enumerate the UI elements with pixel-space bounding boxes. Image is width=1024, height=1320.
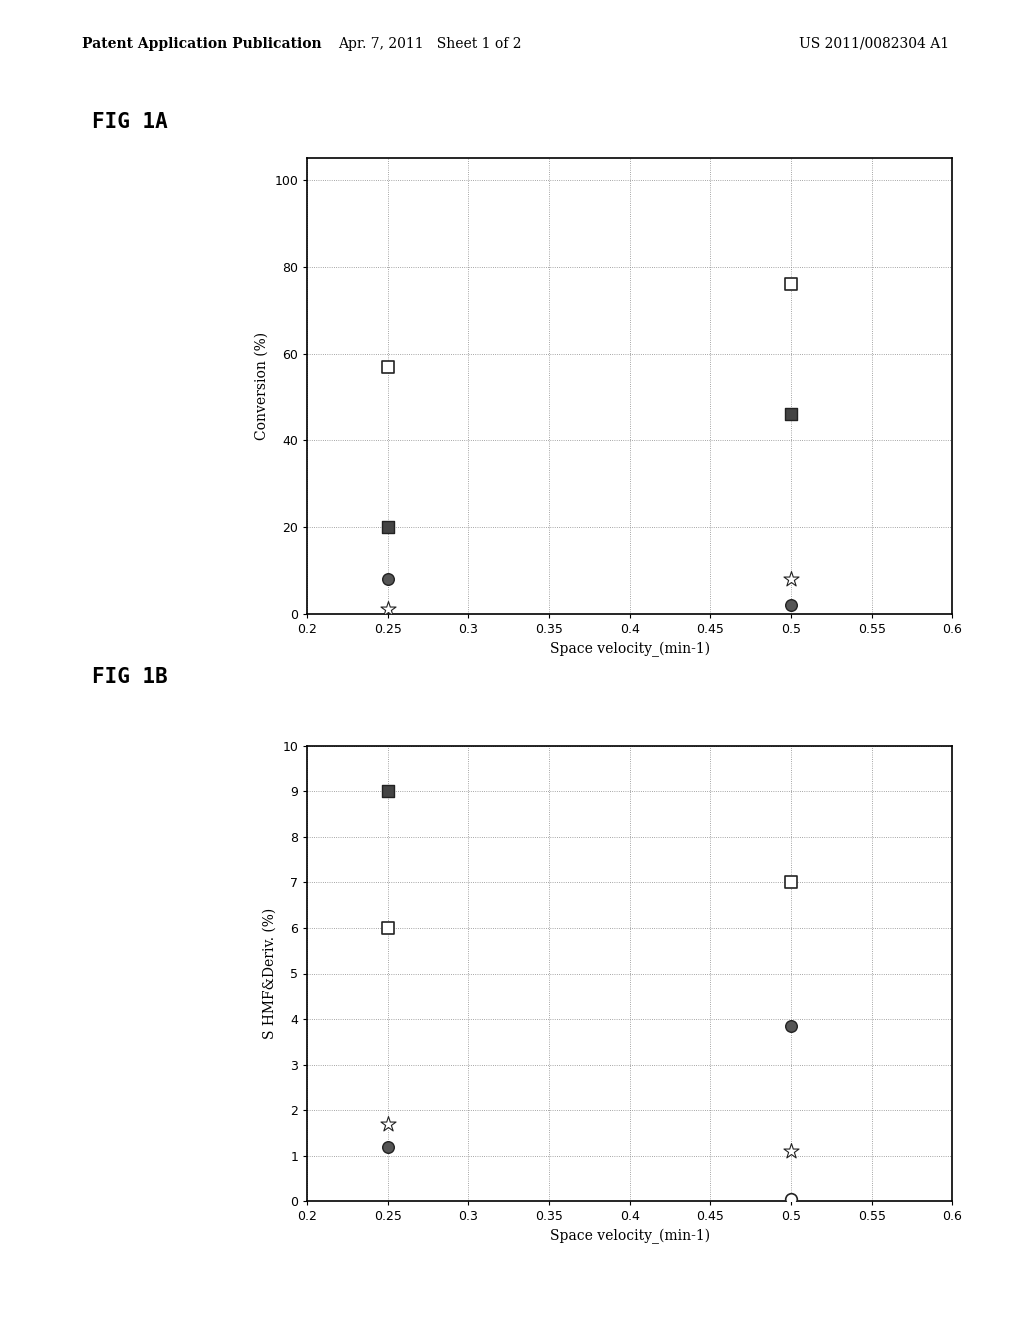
Point (380, 781, 396, 803)
Point (782, 404, 799, 425)
Text: FIG 1B: FIG 1B (92, 667, 168, 686)
Point (380, 599, 396, 620)
Y-axis label: S HMF&Deriv. (%): S HMF&Deriv. (%) (263, 908, 276, 1039)
Point (380, 516, 396, 537)
Text: US 2011/0082304 A1: US 2011/0082304 A1 (799, 37, 949, 51)
Text: FIG 1A: FIG 1A (92, 112, 168, 132)
Point (782, 1015, 799, 1036)
Point (782, 1188, 799, 1209)
Point (782, 273, 799, 294)
Point (782, 1140, 799, 1162)
Point (380, 356, 396, 378)
Point (380, 1113, 396, 1134)
Point (782, 594, 799, 615)
Point (782, 569, 799, 590)
Text: Patent Application Publication: Patent Application Publication (82, 37, 322, 51)
Text: Apr. 7, 2011   Sheet 1 of 2: Apr. 7, 2011 Sheet 1 of 2 (338, 37, 522, 51)
Y-axis label: Conversion (%): Conversion (%) (255, 333, 268, 440)
X-axis label: Space velocity_(min-1): Space velocity_(min-1) (550, 1229, 710, 1243)
Point (380, 917, 396, 939)
Point (380, 1137, 396, 1158)
Point (380, 569, 396, 590)
Point (782, 873, 799, 894)
X-axis label: Space velocity_(min-1): Space velocity_(min-1) (550, 642, 710, 656)
